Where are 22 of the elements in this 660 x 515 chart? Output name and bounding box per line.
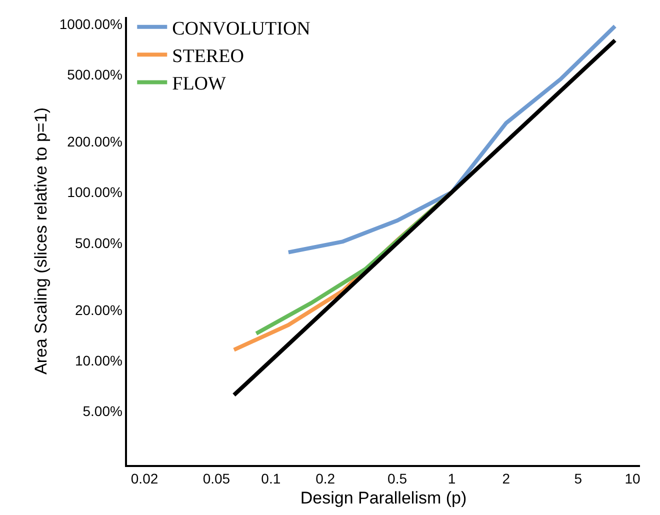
x-tick-label: 5 — [574, 470, 582, 487]
y-tick-label: 20.00% — [74, 302, 122, 318]
x-tick-label: 0.05 — [202, 470, 230, 487]
y-tick-label: 200.00% — [67, 134, 122, 150]
x-tick-label: 0.1 — [261, 470, 281, 487]
x-tick-label: 0.5 — [388, 470, 408, 487]
y-tick-label: 10.00% — [74, 352, 122, 369]
x-tick-label: 10 — [624, 470, 641, 487]
y-tick-label: 500.00% — [67, 66, 122, 83]
legend-label: STEREO — [172, 46, 244, 67]
legend-label: FLOW — [172, 74, 226, 95]
x-tick-label: 0.2 — [316, 470, 336, 487]
y-axis-title: Area Scaling (slices relative to p=1) — [31, 108, 50, 374]
x-tick-label: 0.02 — [130, 470, 158, 487]
x-axis-title: Design Parallelism (p) — [300, 488, 467, 508]
y-tick-label: 1000.00% — [59, 16, 122, 32]
legend-label: CONVOLUTION — [172, 18, 311, 40]
y-tick-label: 100.00% — [67, 184, 122, 200]
x-tick-label: 1 — [448, 470, 456, 487]
y-tick-label: 50.00% — [74, 234, 122, 251]
y-tick-label: 5.00% — [82, 403, 122, 420]
x-tick-label: 2 — [502, 470, 510, 487]
